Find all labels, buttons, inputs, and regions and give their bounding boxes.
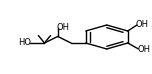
Text: OH: OH bbox=[136, 20, 149, 29]
Text: OH: OH bbox=[138, 45, 150, 54]
Text: HO: HO bbox=[18, 38, 31, 48]
Text: OH: OH bbox=[56, 23, 69, 32]
